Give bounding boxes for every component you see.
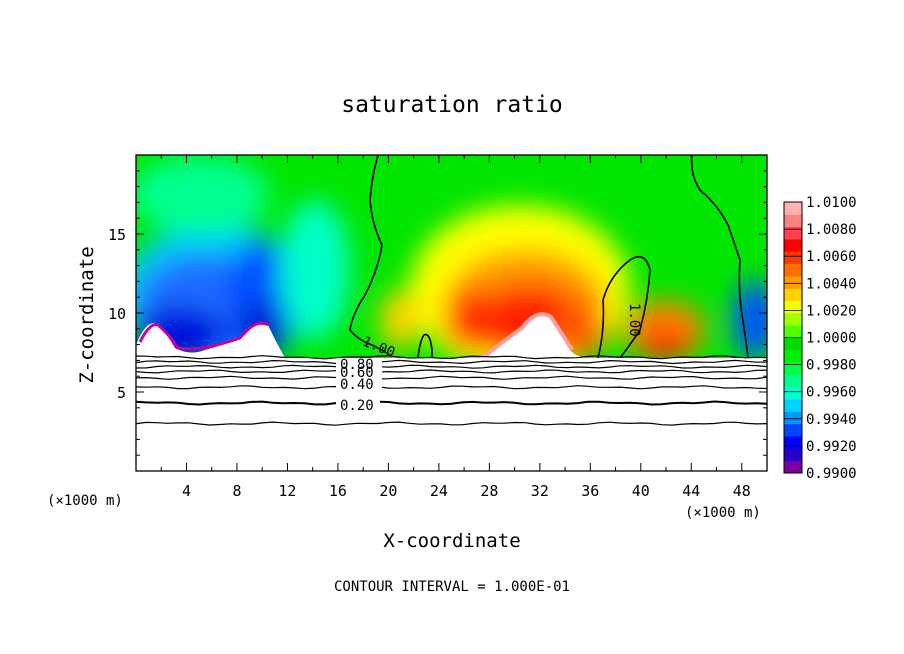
saturation-field: [136, 155, 767, 358]
colorbar-tick-label: 0.9940: [806, 412, 857, 428]
colorbar-swatch: [784, 214, 802, 228]
warm-blob-twenty: [380, 290, 420, 350]
colorbar-swatch: [784, 275, 802, 289]
colorbar-swatch: [784, 374, 802, 388]
contour-line-3: [597, 255, 651, 358]
white-zone-left: [136, 322, 285, 358]
colorbar-tick-label: 0.9980: [806, 358, 857, 374]
cool-blob-top-left: [136, 155, 270, 235]
colorbar-swatch: [784, 448, 802, 462]
x-tick-label: 20: [379, 482, 397, 500]
warm-blob-right-red: [640, 330, 690, 358]
colorbar-swatch: [784, 251, 802, 265]
lower-contour-line: [135, 359, 768, 365]
colorbar-swatch: [784, 238, 802, 252]
warm-blob-left-red: [445, 290, 495, 350]
y-axis: 5 10 15: [108, 170, 767, 456]
colorbar-swatch: [784, 300, 802, 314]
y-tick-label: 5: [117, 384, 126, 402]
colorbar: [783, 201, 803, 474]
colorbar-tick-label: 0.9960: [806, 385, 857, 401]
colorbar-tick-label: 1.0100: [806, 195, 857, 211]
contour-line-4: [690, 155, 749, 358]
colorbar-swatch: [784, 349, 802, 363]
x-tick-label: 48: [733, 482, 751, 500]
colorbar-swatch: [784, 325, 802, 338]
colorbar-tick-label: 1.0020: [806, 303, 857, 319]
colorbar-swatch: [784, 423, 802, 437]
lower-contours: [135, 355, 768, 426]
contour-label-5: 0.40: [340, 377, 374, 393]
y-tick-label: 10: [108, 305, 126, 323]
lower-contour-line: [135, 369, 768, 374]
x-tick-label: 4: [182, 482, 191, 500]
contour-line-2: [417, 333, 433, 358]
colorbar-tick-label: 1.0000: [806, 331, 857, 347]
colorbar-swatch: [784, 337, 802, 351]
colorbar-labels: 0.9900 0.9920 0.9940 0.9960 0.9980 1.0000 1.00…: [784, 195, 857, 482]
colorbar-swatch: [784, 312, 802, 326]
contour-label-4: 0.60: [340, 365, 374, 381]
contour-label-6: 0.20: [340, 398, 374, 414]
y-tick-label: 15: [108, 226, 126, 244]
x-tick-label: 28: [480, 482, 498, 500]
x-unit-left: (×1000 m): [47, 493, 123, 509]
colorbar-swatch: [784, 411, 802, 425]
colorbar-swatch: [784, 436, 802, 449]
chart-title: saturation ratio: [341, 92, 563, 118]
x-axis-label: X-coordinate: [383, 530, 520, 552]
contour-label-bg-3: [336, 359, 382, 393]
magenta-edge-left: [138, 321, 269, 351]
colorbar-swatch: [784, 288, 802, 302]
colorbar-swatch: [784, 460, 802, 474]
x-tick-label: 8: [232, 482, 241, 500]
colorbar-swatch: [784, 386, 802, 400]
colorbar-swatch: [784, 202, 802, 215]
x-tick-label: 16: [329, 482, 347, 500]
y-axis-label: Z-coordinate: [76, 246, 98, 383]
colorbar-tick-label: 1.0040: [806, 276, 857, 292]
colorbar-swatch: [784, 362, 802, 375]
colorbar-tick-label: 0.9920: [806, 439, 857, 455]
x-unit-right: (×1000 m): [685, 505, 761, 521]
contour-label-bg-6: [336, 397, 380, 411]
white-zone-center: [480, 315, 585, 358]
cyan-fringe: [280, 200, 350, 340]
contour-interval-note: CONTOUR INTERVAL = 1.000E-01: [334, 579, 570, 595]
x-tick-label: 44: [682, 482, 700, 500]
colorbar-tick-label: 1.0060: [806, 249, 857, 265]
x-tick-label: 40: [632, 482, 650, 500]
contour-line-1: [349, 155, 391, 356]
x-axis: 4 8 12 16 20 24 28 32 36 40 44 48: [160, 155, 751, 500]
cool-blob-right: [733, 280, 767, 358]
x-tick-label: 36: [581, 482, 599, 500]
lower-contour-line: [135, 400, 768, 406]
contour-label-3: 0.80: [340, 357, 374, 373]
colorbar-swatch: [784, 226, 802, 240]
colorbar-swatch: [784, 263, 802, 277]
lower-contour-line: [135, 385, 768, 390]
x-tick-label: 24: [430, 482, 448, 500]
x-tick-label: 12: [278, 482, 296, 500]
colorbar-tick-label: 1.0080: [806, 222, 857, 238]
colorbar-swatch: [784, 399, 802, 412]
x-tick-label: 32: [531, 482, 549, 500]
colorbar-tick-label: 0.9900: [806, 466, 857, 482]
lower-contour-line: [135, 421, 768, 426]
lower-contour-line: [135, 375, 768, 380]
lower-contour-line: [135, 355, 768, 360]
pink-edge-center: [483, 312, 574, 358]
contour-label-2: 1.00: [626, 303, 642, 337]
lower-contour-line: [135, 364, 768, 369]
